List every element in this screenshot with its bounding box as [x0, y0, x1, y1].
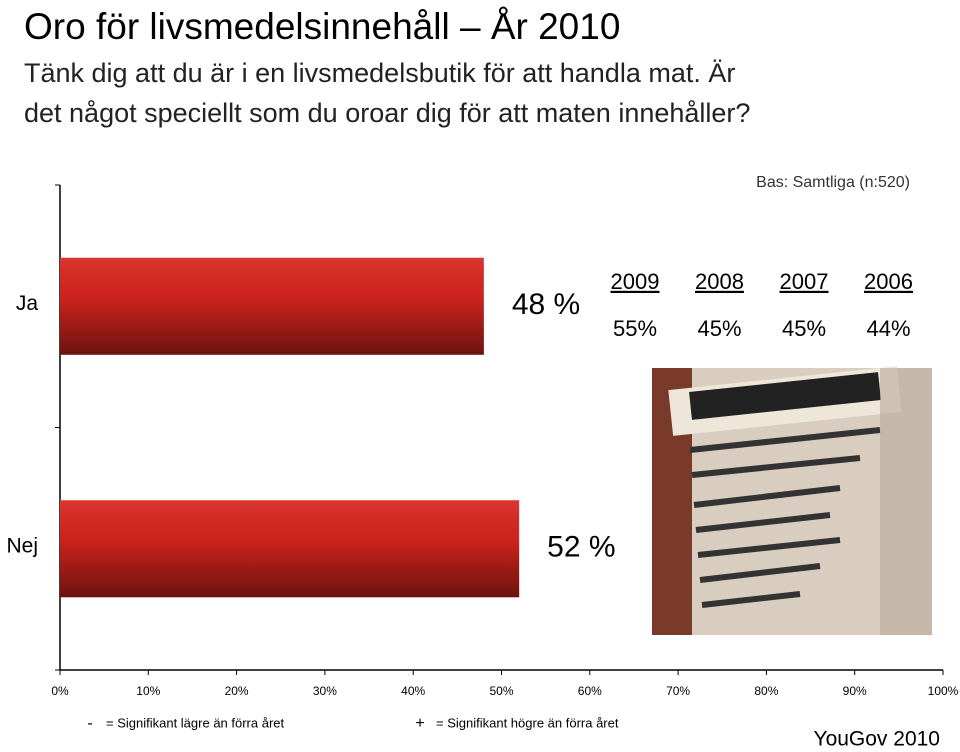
y-tick-label: Nej	[6, 534, 38, 557]
bar-shade	[60, 257, 484, 355]
y-tick-label: Ja	[16, 292, 39, 315]
photo	[652, 366, 932, 635]
x-tick-label: 40%	[401, 684, 425, 698]
footnote-symbol: +	[415, 715, 424, 732]
value-label: 52 %	[547, 531, 615, 564]
x-tick-label: 20%	[225, 684, 249, 698]
x-tick-label: 70%	[666, 684, 690, 698]
comparison-year: 2008	[695, 269, 744, 294]
x-tick-label: 10%	[136, 684, 160, 698]
x-tick-label: 60%	[578, 684, 602, 698]
comparison-value: 55%	[613, 316, 657, 341]
footnote-text: = Signifikant lägre än förra året	[106, 715, 285, 730]
base-note: Bas: Samtliga (n:520)	[756, 174, 910, 191]
value-label: 48 %	[512, 288, 580, 321]
x-tick-label: 0%	[51, 684, 69, 698]
subtitle-line: det något speciellt som du oroar dig för…	[24, 98, 751, 128]
title: Oro för livsmedelsinnehåll – År 2010	[24, 6, 621, 47]
comparison-value: 45%	[782, 316, 826, 341]
x-tick-label: 90%	[843, 684, 867, 698]
x-tick-label: 30%	[313, 684, 337, 698]
comparison-value: 45%	[697, 316, 741, 341]
x-tick-label: 100%	[928, 684, 959, 698]
x-tick-label: 80%	[754, 684, 778, 698]
footnote-symbol: -	[87, 715, 92, 732]
source: YouGov 2010	[813, 728, 940, 751]
bar-shade	[60, 500, 520, 598]
x-tick-label: 50%	[489, 684, 513, 698]
comparison-year: 2009	[611, 269, 660, 294]
comparison-year: 2006	[864, 269, 913, 294]
subtitle-line: Tänk dig att du är i en livsmedelsbutik …	[24, 58, 736, 88]
comparison-value: 44%	[866, 316, 910, 341]
footnote-text: = Signifikant högre än förra året	[436, 715, 619, 730]
comparison-year: 2007	[780, 269, 829, 294]
